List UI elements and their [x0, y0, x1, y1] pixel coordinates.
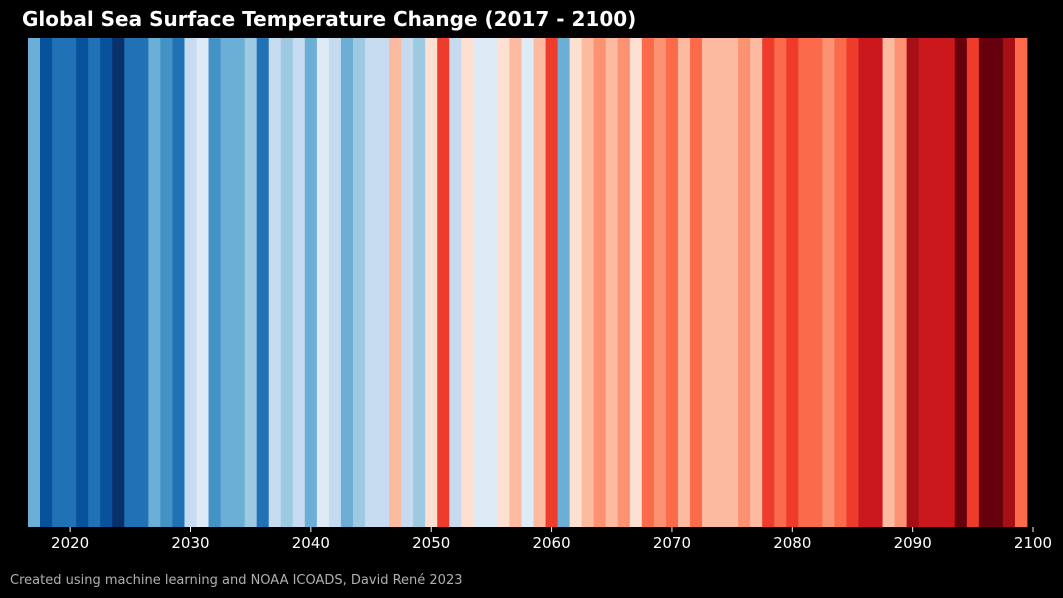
stripe-2051	[437, 38, 450, 527]
stripe-2023	[100, 38, 113, 527]
stripe-2076	[738, 38, 751, 527]
stripe-2048	[401, 38, 414, 527]
x-tick-label-2020: 2020	[51, 534, 89, 552]
stripe-2018	[40, 38, 53, 527]
stripe-2061	[557, 38, 571, 527]
stripe-2093	[942, 38, 956, 527]
x-tick-label-2050: 2050	[412, 534, 450, 552]
stripe-2033	[220, 38, 234, 527]
stripe-2072	[689, 38, 703, 527]
stripe-2035	[244, 38, 258, 527]
stripe-2043	[340, 38, 354, 527]
stripe-2070	[665, 38, 679, 527]
stripe-2074	[714, 38, 727, 527]
stripe-2092	[930, 38, 944, 527]
x-tick-label-2040: 2040	[292, 534, 330, 552]
stripe-2045	[365, 38, 378, 527]
stripe-2052	[449, 38, 462, 527]
stripe-2085	[846, 38, 859, 527]
stripe-2094	[954, 38, 968, 527]
x-tick-label-2070: 2070	[653, 534, 691, 552]
chart-caption: Created using machine learning and NOAA …	[10, 573, 463, 588]
x-tick-label-2080: 2080	[773, 534, 811, 552]
stripe-2058	[521, 38, 534, 527]
stripe-2064	[593, 38, 607, 527]
stripe-2066	[617, 38, 631, 527]
stripe-2042	[328, 38, 342, 527]
stripe-2098	[1002, 38, 1016, 527]
stripe-2069	[653, 38, 667, 527]
stripe-2077	[750, 38, 763, 527]
stripe-2056	[497, 38, 510, 527]
stripe-2025	[124, 38, 137, 527]
stripe-2019	[52, 38, 65, 527]
stripe-2087	[870, 38, 883, 527]
stripe-2078	[762, 38, 775, 527]
stripe-2031	[196, 38, 209, 527]
stripe-2027	[148, 38, 161, 527]
stripe-2053	[461, 38, 474, 527]
stripe-2088	[882, 38, 896, 527]
stripe-2017	[28, 38, 41, 527]
stripe-2020	[64, 38, 77, 527]
chart-title: Global Sea Surface Temperature Change (2…	[22, 7, 637, 31]
x-axis: 2020 2030 2040 2050 2060 2070 2080 2090 2100	[51, 527, 1052, 552]
stripe-2037	[268, 38, 282, 527]
x-tick-label-2100: 2100	[1014, 534, 1052, 552]
stripe-2029	[172, 38, 185, 527]
stripe-2021	[76, 38, 89, 527]
stripe-2079	[774, 38, 787, 527]
stripe-2049	[413, 38, 426, 527]
stripe-2022	[88, 38, 101, 527]
stripe-2039	[292, 38, 306, 527]
stripe-2067	[629, 38, 643, 527]
stripe-2036	[256, 38, 270, 527]
stripe-2041	[316, 38, 330, 527]
stripes-group	[28, 38, 1028, 527]
stripe-2059	[533, 38, 546, 527]
stripe-2032	[208, 38, 221, 527]
stripe-2081	[798, 38, 811, 527]
x-tick-label-2060: 2060	[532, 534, 570, 552]
stripe-2030	[184, 38, 197, 527]
x-tick-label-2090: 2090	[894, 534, 932, 552]
stripe-2096	[978, 38, 992, 527]
stripe-2068	[641, 38, 655, 527]
stripe-2082	[810, 38, 823, 527]
stripe-2062	[569, 38, 583, 527]
stripe-2065	[605, 38, 619, 527]
stripe-2086	[858, 38, 871, 527]
stripe-2026	[136, 38, 149, 527]
stripe-2071	[677, 38, 691, 527]
x-tick-label-2030: 2030	[171, 534, 209, 552]
stripe-2089	[894, 38, 908, 527]
stripe-2047	[389, 38, 402, 527]
stripe-2073	[702, 38, 715, 527]
stripe-2097	[990, 38, 1004, 527]
stripe-2099	[1014, 38, 1028, 527]
stripe-2090	[906, 38, 920, 527]
stripe-2095	[966, 38, 980, 527]
stripe-2083	[822, 38, 835, 527]
stripe-2044	[352, 38, 366, 527]
stripe-2038	[280, 38, 294, 527]
stripe-2055	[485, 38, 498, 527]
stripe-2057	[509, 38, 522, 527]
stripe-2091	[918, 38, 932, 527]
stripe-2034	[232, 38, 246, 527]
stripe-2046	[377, 38, 390, 527]
stripe-2054	[473, 38, 486, 527]
stripe-2040	[304, 38, 318, 527]
stripe-2084	[834, 38, 847, 527]
stripe-2060	[545, 38, 558, 527]
stripe-2080	[786, 38, 799, 527]
stripe-2063	[581, 38, 595, 527]
stripe-2075	[726, 38, 739, 527]
stripe-2024	[112, 38, 125, 527]
stripe-2028	[160, 38, 173, 527]
stripe-2050	[425, 38, 438, 527]
